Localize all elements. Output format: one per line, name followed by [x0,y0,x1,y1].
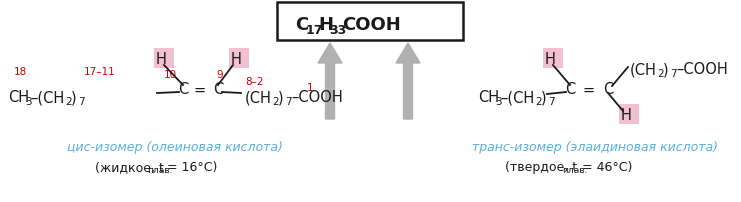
Text: –COOH: –COOH [291,90,343,105]
Text: цис-изомер (олеиновая кислота): цис-изомер (олеиновая кислота) [67,141,283,154]
Text: 17–11: 17–11 [84,67,116,77]
Text: плав.: плав. [562,166,588,175]
Text: (твердое, t: (твердое, t [505,161,577,174]
Text: ): ) [541,90,547,105]
Text: –(CH: –(CH [500,90,534,105]
Text: 17: 17 [306,23,324,36]
Text: 9: 9 [216,70,223,80]
FancyBboxPatch shape [229,49,249,69]
Text: (CH: (CH [245,90,272,105]
Text: =: = [194,82,206,97]
Text: COOH: COOH [342,16,401,34]
Text: 7: 7 [78,97,84,106]
Text: (жидкое, t: (жидкое, t [95,161,164,174]
Text: 3: 3 [495,97,502,106]
Text: –(CH: –(CH [30,90,64,105]
Text: 8–2: 8–2 [246,77,265,87]
FancyBboxPatch shape [154,49,174,69]
FancyBboxPatch shape [619,104,639,124]
Text: 3: 3 [25,97,32,106]
Text: ): ) [663,62,668,77]
Text: –COOH: –COOH [676,62,728,77]
Text: транс-изомер (элаидиновая кислота): транс-изомер (элаидиновая кислота) [472,141,718,154]
Text: 2: 2 [272,97,279,106]
Text: C: C [213,82,223,97]
Text: 33: 33 [329,23,346,36]
Text: ): ) [278,90,284,105]
Text: 18: 18 [13,67,27,77]
Text: 2: 2 [535,97,542,106]
FancyBboxPatch shape [543,49,563,69]
Text: =: = [583,82,595,97]
Text: H: H [545,52,556,67]
FancyBboxPatch shape [277,3,463,41]
Text: = 46°C): = 46°C) [578,161,632,174]
Text: ): ) [71,90,76,105]
Text: H: H [318,16,333,34]
Text: H: H [156,52,167,67]
FancyArrow shape [318,44,342,119]
FancyArrow shape [396,44,420,119]
Text: (CH: (CH [630,62,657,77]
Text: 2: 2 [65,97,72,106]
Text: H: H [620,108,631,123]
Text: 7: 7 [548,97,554,106]
Text: = 16°C): = 16°C) [163,161,217,174]
Text: CH: CH [8,90,29,105]
Text: H: H [230,52,242,67]
Text: CH: CH [478,90,499,105]
Text: 10: 10 [164,70,176,80]
Text: 1: 1 [307,83,313,93]
Text: C: C [603,82,613,97]
Text: 7: 7 [670,69,677,79]
Text: плав.: плав. [147,166,173,175]
Text: C: C [178,82,188,97]
Text: C: C [565,82,575,97]
Text: 7: 7 [285,97,292,106]
Text: C: C [295,16,308,34]
Text: 2: 2 [657,69,664,79]
